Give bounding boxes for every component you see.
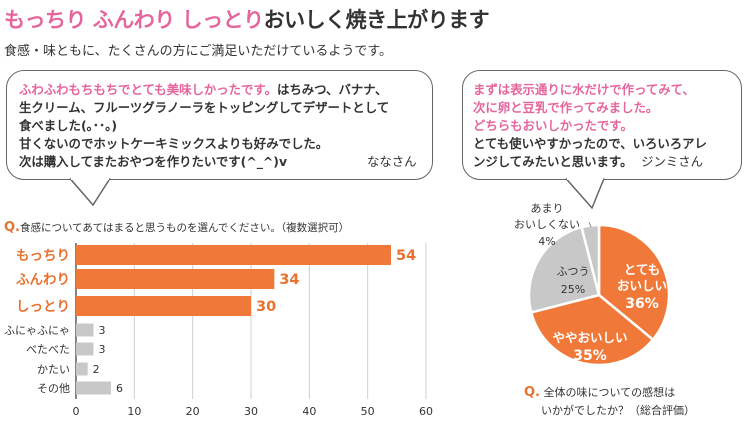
- review2-line2: 次に卵と豆乳で作ってみました。: [473, 100, 659, 115]
- x-tick-label: 0: [73, 405, 80, 418]
- x-tick-label: 50: [361, 405, 375, 418]
- pie-question-line1: 全体の味についての感想は: [543, 386, 676, 399]
- review2-line5: ンジしてみたいと思います。: [473, 154, 633, 169]
- category-label: ふにゃふにゃ: [4, 324, 70, 337]
- bar-question-text: 食感についてあてはまると思うものを選んでください。（複数選択可）: [20, 222, 350, 234]
- bar: [76, 269, 275, 289]
- review2-line3: どちらもおいしかったです。: [473, 118, 633, 133]
- title-pink: もっちり ふんわり しっとり: [4, 8, 264, 32]
- data-label: 54: [396, 248, 416, 264]
- slice-label: あまり: [531, 202, 564, 215]
- review1-author: ななさん: [367, 154, 417, 169]
- review1-line3: 食べました(｡･･｡): [19, 118, 118, 133]
- data-label: 6: [116, 382, 123, 395]
- title-dark: おいしく焼き上がります: [263, 8, 490, 32]
- x-tick-label: 40: [302, 405, 316, 418]
- data-label: 3: [99, 343, 106, 356]
- slice-label: ややおいしい: [552, 330, 627, 345]
- slice-value-label: 4%: [538, 235, 555, 248]
- review1-line5: 次は購入してまたおやつを作りたいです(^_^)v: [19, 154, 288, 169]
- pie-question-mark: Q.: [524, 385, 540, 400]
- slice-value-label: 35%: [573, 348, 607, 364]
- review2-line4: とても使いやすかったので、いろいろアレ: [473, 136, 707, 151]
- data-label: 2: [93, 363, 100, 376]
- pie-slice: [527, 225, 601, 314]
- review-bubble-1: ふわふわもちもちでとても美味しかったです。はちみつ、バナナ、 生クリーム、フルー…: [6, 70, 433, 180]
- slice-label: おいしくない: [514, 218, 580, 231]
- bar: [76, 323, 94, 337]
- slice-value-label: 25%: [561, 283, 585, 296]
- pie-slice: [597, 223, 671, 342]
- bar-question-mark: Q.: [4, 220, 20, 235]
- bar: [76, 362, 88, 376]
- category-label: しっとり: [16, 299, 70, 315]
- leader-line: [588, 221, 592, 228]
- x-tick-label: 20: [186, 405, 200, 418]
- bar: [76, 296, 251, 316]
- page-title: もっちり ふんわり しっとりおいしく焼き上がります: [4, 4, 490, 34]
- category-label: かたい: [37, 363, 70, 376]
- review1-line2: 生クリーム、フルーツグラノーラをトッピングしてデザートとして: [19, 100, 390, 115]
- data-label: 30: [256, 299, 276, 315]
- review1-line1: はちみつ、バナナ、: [276, 82, 388, 97]
- data-label: 3: [99, 324, 106, 337]
- pie-slice: [529, 293, 655, 367]
- pie-chart-title: Q. 全体の味についての感想は: [524, 384, 675, 400]
- x-tick-label: 30: [244, 405, 258, 418]
- slice-label: とても: [624, 262, 661, 277]
- data-label: 34: [279, 272, 299, 288]
- category-label: べたべた: [26, 343, 70, 356]
- page-subtitle: 食感・味ともに、たくさんの方にご満足いただけているようです。: [4, 44, 393, 59]
- bar: [76, 381, 111, 395]
- slice-label: おいしい: [617, 278, 667, 293]
- x-tick-label: 10: [127, 405, 141, 418]
- category-label: ふんわり: [16, 272, 70, 288]
- review2-line1: まずは表示通りに水だけで作ってみて、: [473, 82, 695, 97]
- pie-question-line2: いかがでしたか？（総合評価）: [541, 404, 695, 417]
- bar-chart-title: Q.食感についてあてはまると思うものを選んでください。（複数選択可）: [4, 220, 349, 235]
- review1-line4: 甘くないのでホットケーキミックスよりも好みでした。: [19, 136, 329, 151]
- x-tick-label: 60: [419, 405, 433, 418]
- bar: [76, 245, 391, 265]
- review1-highlight: ふわふわもちもちでとても美味しかったです。: [19, 82, 277, 97]
- slice-label: ふつう: [557, 265, 590, 278]
- category-label: その他: [37, 382, 70, 395]
- category-label: もっちり: [16, 248, 70, 264]
- review2-author: ジンミさん: [641, 154, 704, 169]
- bar: [76, 342, 94, 356]
- slice-value-label: 36%: [625, 296, 659, 312]
